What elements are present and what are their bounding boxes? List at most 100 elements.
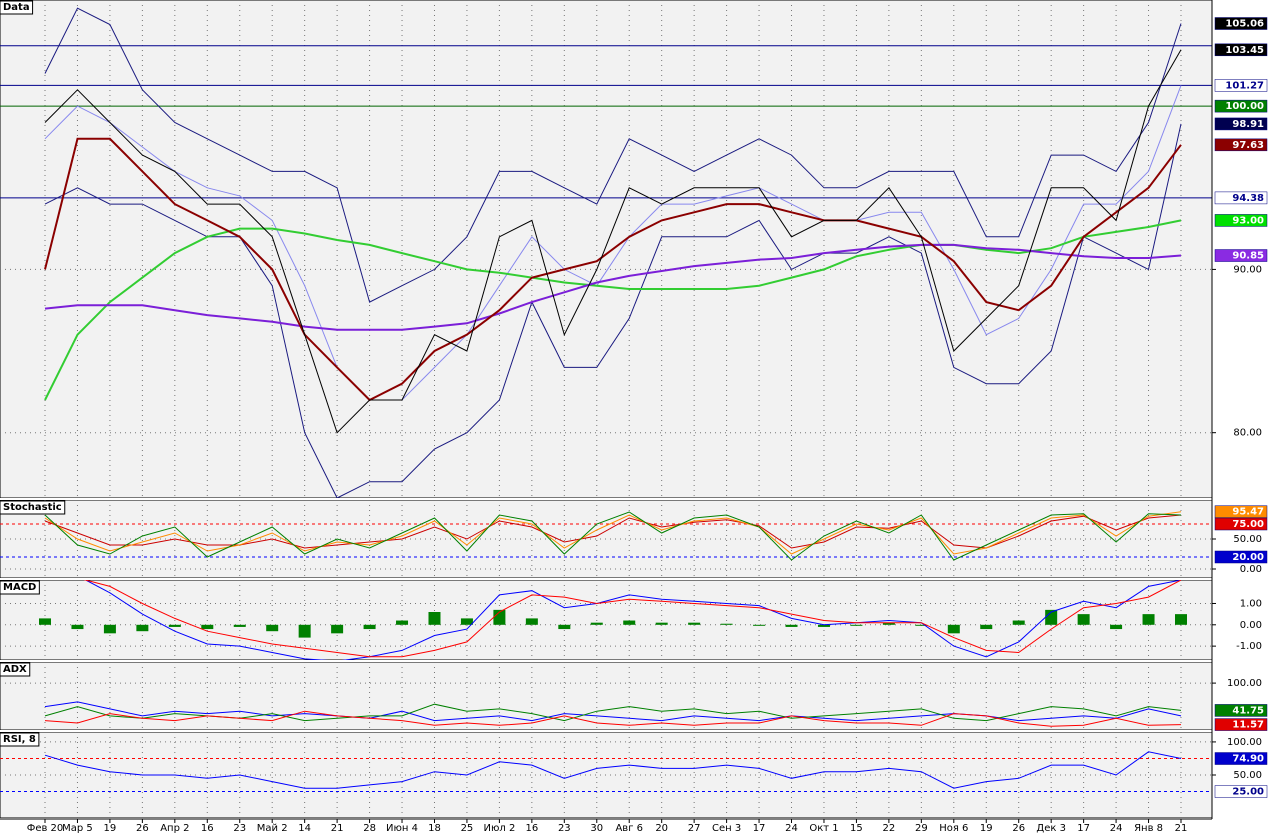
y-tick-label: 100.00: [1227, 737, 1262, 748]
indicator-line: [44, 219, 1182, 401]
y-tick-label: 50.00: [1233, 534, 1262, 545]
panel-title-box: [0, 580, 40, 595]
x-tick-label: 28: [363, 823, 376, 834]
panel-title-text: MACD: [3, 582, 36, 593]
histogram-bar: [298, 624, 311, 638]
indicator-line: [44, 137, 1182, 402]
y-tick-label: 0.00: [1240, 564, 1262, 575]
price-marker-box: [1214, 550, 1268, 564]
indicator-line: [44, 7, 1182, 303]
x-tick-label: Фев 20: [27, 823, 64, 834]
histogram-bar: [201, 624, 214, 630]
x-tick-label: 21: [331, 823, 344, 834]
x-tick-label: 17: [753, 823, 766, 834]
x-tick-label: Ноя 6: [939, 823, 968, 834]
histogram-bar: [460, 618, 473, 625]
x-tick-label: 14: [298, 823, 311, 834]
x-tick-label: Июн 4: [386, 823, 418, 834]
histogram-bar: [266, 624, 279, 632]
x-tick-label: Май 2: [257, 823, 288, 834]
price-marker-box: [1214, 752, 1268, 765]
price-marker-label: 20.00: [1232, 552, 1264, 563]
price-marker-box: [1214, 191, 1268, 205]
y-tick-label: 50.00: [1233, 770, 1262, 781]
panel-title-text: ADX: [3, 664, 27, 675]
histogram-bar: [71, 624, 84, 630]
panel-title: ADX: [0, 662, 31, 677]
price-marker-box: [1214, 138, 1268, 152]
indicator-line: [44, 243, 1182, 331]
panel-title: Data: [0, 0, 34, 15]
price-marker-label: 75.00: [1232, 519, 1264, 530]
price-marker-box: [1214, 17, 1268, 30]
price-marker-box: [1214, 99, 1268, 113]
price-marker-label: 25.00: [1232, 787, 1264, 798]
panel-title-box: [0, 0, 34, 15]
price-marker-label: 90.85: [1232, 251, 1264, 262]
histogram-bar: [1045, 609, 1058, 625]
histogram-bar: [882, 622, 895, 625]
panel-title-box: [0, 732, 40, 747]
histogram-bar: [947, 624, 960, 634]
price-marker-box: [1214, 704, 1268, 717]
x-tick-label: 23: [558, 823, 571, 834]
panel: [0, 580, 1212, 660]
indicator-line: [44, 85, 1182, 401]
price-marker-box: [1214, 718, 1268, 731]
price-marker-box: [1214, 785, 1268, 798]
price-marker-label: 94.38: [1232, 193, 1264, 204]
panel-title-text: Stochastic: [3, 502, 62, 513]
x-tick-label: Мар 5: [62, 823, 93, 834]
x-tick-label: 19: [980, 823, 993, 834]
x-tick-label: Авг 6: [615, 823, 643, 834]
histogram-bar: [233, 624, 246, 627]
x-tick-label: 30: [590, 823, 603, 834]
indicator-line: [84, 580, 1182, 660]
x-tick-label: 26: [1012, 823, 1025, 834]
price-marker-box: [1214, 117, 1268, 131]
panel-title-text: Data: [3, 2, 30, 13]
panel: [0, 500, 1212, 578]
price-marker-box: [1214, 505, 1268, 518]
x-tick-label: 24: [1110, 823, 1123, 834]
indicator-line: [44, 751, 1182, 789]
histogram-bar: [915, 624, 928, 626]
histogram-bar: [428, 612, 441, 625]
price-marker-label: 101.27: [1225, 80, 1264, 91]
histogram-bar: [1012, 620, 1025, 625]
price-marker-label: 11.57: [1232, 720, 1264, 731]
x-tick-label: 20: [655, 823, 668, 834]
price-marker-box: [1214, 517, 1268, 531]
panel: [0, 732, 1212, 818]
x-tick-label: 21: [1175, 823, 1188, 834]
x-tick-label: 17: [1077, 823, 1090, 834]
y-tick-label: 90.00: [1233, 264, 1262, 275]
histogram-bar: [558, 624, 571, 630]
x-tick-label: 18: [428, 823, 441, 834]
histogram-bar: [753, 624, 766, 626]
histogram-bar: [720, 623, 733, 625]
histogram-bar: [396, 620, 409, 625]
histogram-bar: [850, 624, 863, 626]
x-tick-label: 15: [850, 823, 863, 834]
histogram-bar: [1110, 624, 1123, 630]
price-marker-label: 100.00: [1225, 101, 1264, 112]
price-marker-label: 41.75: [1232, 705, 1264, 716]
x-tick-label: 25: [461, 823, 474, 834]
price-marker-box: [1214, 79, 1268, 92]
price-line: [44, 49, 1182, 434]
histogram-bar: [363, 624, 376, 630]
y-tick-label: -1.00: [1236, 641, 1262, 652]
indicator-line: [44, 511, 1182, 555]
price-marker-label: 95.47: [1232, 507, 1264, 518]
price-marker-label: 105.06: [1225, 19, 1264, 30]
x-tick-label: Окт 1: [809, 823, 838, 834]
x-tick-label: Дек 3: [1036, 823, 1066, 834]
panel-title: MACD: [0, 580, 40, 595]
histogram-bar: [493, 609, 506, 625]
x-tick-label: 23: [233, 823, 246, 834]
x-tick-label: Сен 3: [712, 823, 741, 834]
histogram-bar: [1077, 614, 1090, 625]
histogram-bar: [525, 618, 538, 625]
